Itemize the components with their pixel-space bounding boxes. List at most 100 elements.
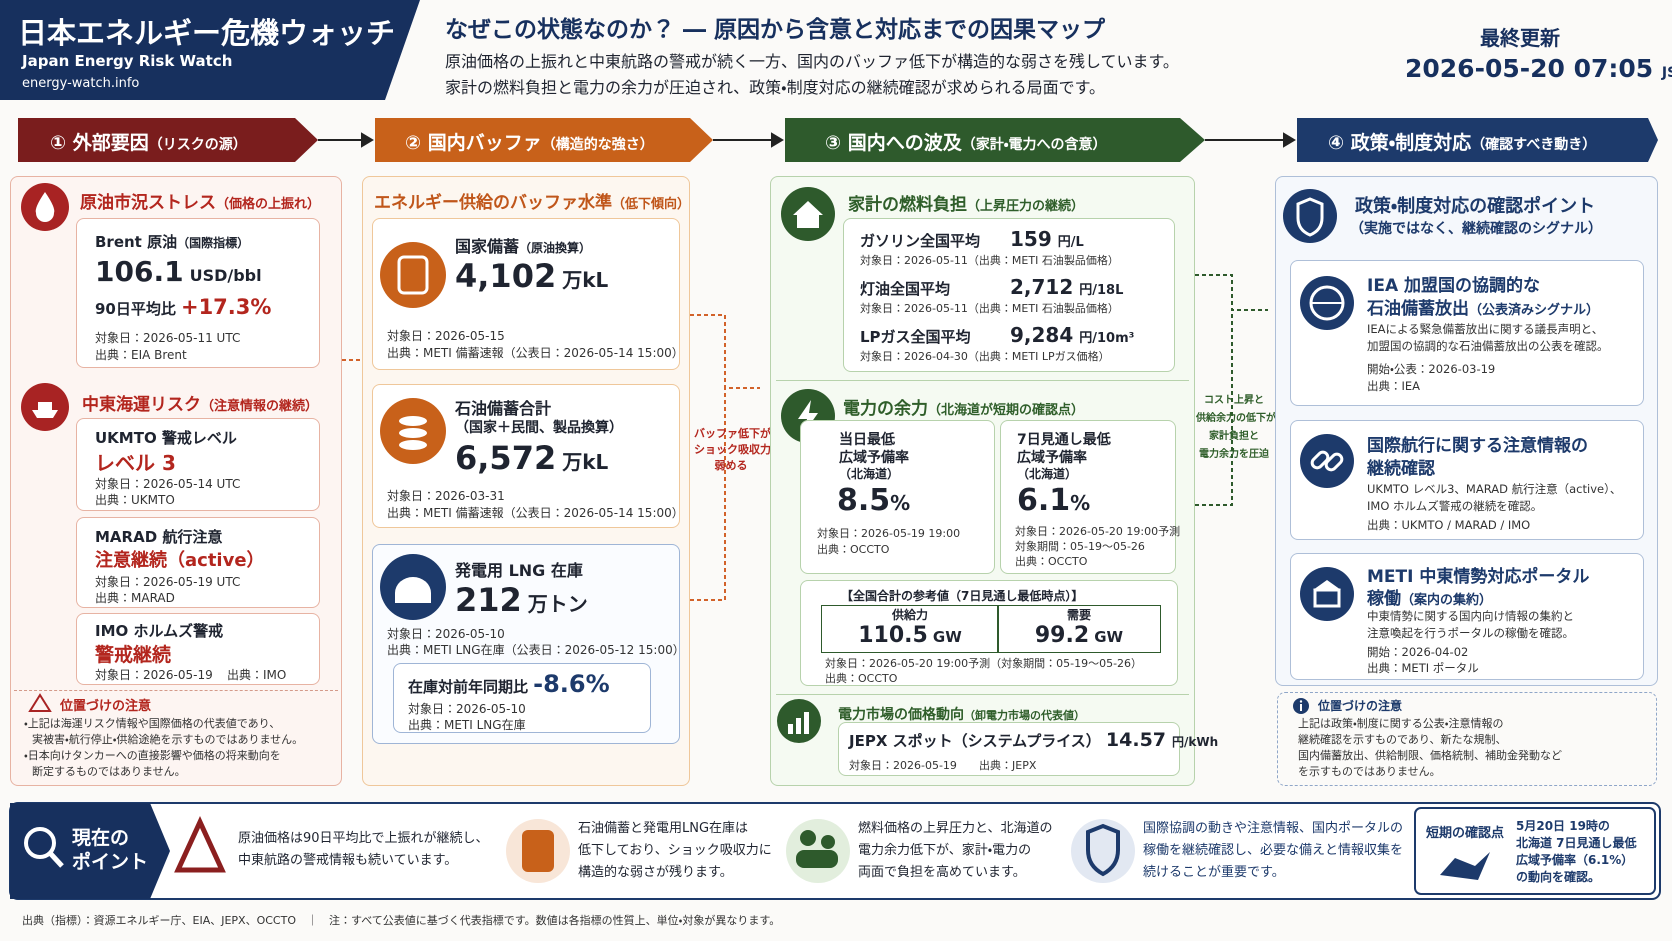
price-row: 灯油全国平均 2,712 円/18L [860,275,1123,299]
yoy-value: -8.6% [533,670,610,698]
status: 注意継続（active） [95,550,265,571]
note: （低下傾向） [612,197,691,212]
value-row: 6.1% [1017,483,1090,518]
item-title: 国際航行に関する注意情報の [1367,436,1588,456]
step: ③ 国内への波及（家計・電力への含意） [825,128,1107,155]
value: 9,284 [1010,323,1074,347]
globe-icon [1300,276,1354,330]
title: エネルギー供給のバッファ水準 [374,193,612,213]
title: 電力市場の価格動向 [838,707,964,723]
source: 出典：UKMTO / MARAD / IMO [1367,518,1531,532]
desc: IMO ホルムズ警戒の継続を確認。 [1367,499,1543,513]
caution-line: 国内備蓄放出、供給制限、価格統制、補助金発動など [1298,749,1562,762]
price-row: LPガス全国平均 9,284 円/10m³ [860,323,1134,347]
date: 対象日：2026-05-19 19:00 [817,527,961,540]
date: 対象日：2026-05-19 UTC [95,575,241,589]
buffer-card: 国家備蓄（原油換算） 4,102 万kL 対象日：2026-05-15 出典：ME… [372,218,684,370]
name: IMO ホルムズ警戒 [95,622,224,640]
date: 対象日：2026-05-19 [95,668,213,682]
policy-card: IEA 加盟国の協調的な 石油備蓄放出（公表済みシグナル） IEAによる緊急備蓄… [1290,260,1644,406]
desc: IEAによる緊急備蓄放出に関する議長声明と、 [1367,322,1604,336]
source: 出典：EIA Brent [95,348,187,362]
reference-box: 【全国合計の参考値（7日見通し最低時点）】 供給力 110.5 GW 需要 99.2… [800,580,1178,686]
unit: 万トン [527,592,588,616]
unit: 円/kWh [1172,735,1219,749]
market-row: JEPX スポット（システムプライス） 14.57 円/kWh [849,729,1218,751]
summary-point: 国際協調の動きや注意情報、国内ポータルの 稼働を継続確認し、必要な備えと情報収集を… [1143,818,1403,884]
step-label: 外部要因 [72,132,149,154]
value-row: 4,102 万kL [455,257,608,295]
step-number: ④ [1328,132,1345,154]
label: 広域予備率 [839,450,909,466]
date: 対象日：2026-05-10 [408,702,526,716]
caution-line: を示すものではありません。 [1298,765,1441,778]
lng-card: 発電用 LNG 在庫 212 万トン 対象日：2026-05-10 出典：METI… [372,544,685,744]
supply-label: 供給力 [891,608,928,622]
check: 5月20日 19時の 北海道 7日見通し最低 広域予備率（6.1%） の動向を確認。 [1516,818,1637,886]
site-url: energy-watch.info [22,76,140,91]
check-line: 広域予備率（6.1%） [1516,853,1634,867]
note: （注意情報の継続） [201,399,319,414]
reference-title: 【全国合計の参考値（7日見通し最低時点）】 [841,589,1084,603]
date: 対象日：2026-05-15 [387,329,505,343]
title: 原油市況ストレス [80,193,216,213]
item-title-line: 石油備蓄放出 [1367,299,1469,319]
point-line: 原油価格は90日平均比で上振れが継続し、 [238,831,489,846]
caution-line: 断定するものではありません。 [32,765,186,778]
date: 対象日：2026-05-10 [387,627,505,641]
step-number: ① [50,132,67,154]
point-line: 稼働を継続確認し、必要な備えと情報収集を [1143,843,1404,858]
caution-line: ・上記は海運リスク情報や国際価格の代表値であり、 [24,717,281,730]
item-title: 石油備蓄放出（公表済みシグナル） [1367,294,1599,319]
source: 出典：IEA [1367,379,1421,393]
value: 8.5 [837,483,891,518]
caution-title: 位置づけの注意 [1318,699,1403,713]
point-line: 両面で負担を高めています。 [858,865,1026,880]
shipping-card: MARAD 航行注意 注意継続（active） 対象日：2026-05-19 U… [76,517,320,608]
desc: 加盟国の協調的な石油備蓄放出の公表を確認。 [1367,339,1609,353]
arrow-note-line: コスト上昇と [1204,395,1264,406]
label: （北海道） [1017,467,1078,481]
shipping-card: UKMTO 警戒レベル レベル 3 対象日：2026-05-14 UTC 出典：… [76,418,320,511]
date: 対象日：2026-05-11（出典：METI 石油製品価格） [860,302,1119,315]
source: 出典：METI LNG在庫（公表日：2026-05-12 15:00） [387,643,685,657]
name: UKMTO 警戒レベル [95,429,237,447]
item-title-note: （公表済みシグナル） [1469,303,1600,318]
value: 4,102 [455,257,557,295]
point-line: 中東航路の警戒情報も続いています。 [238,853,458,868]
demand: 需要 99.2 GW [997,605,1161,653]
source: 出典：METI 備蓄速報（公表日：2026-05-14 15:00） [387,346,684,360]
ship-icon [21,383,69,431]
check-line: の動向を確認。 [1516,870,1601,884]
site-title: 日本エネルギー危機ウォッチ [18,16,396,50]
title: 中東海運リスク [82,395,201,415]
caution-line: 継続確認を示すものであり、新たな規制、 [1298,733,1507,746]
step-number: ③ [825,132,842,154]
name: 発電用 LNG 在庫 [455,561,583,580]
label: 広域予備率 [1017,450,1087,466]
site-subtitle: Japan Energy Risk Watch [22,52,233,70]
shipping-title: 中東海運リスク（注意情報の継続） [82,390,318,415]
market-card: JEPX スポット（システムプライス） 14.57 円/kWh 対象日：2026-… [838,722,1218,776]
compare-row: 90日平均比 +17.3% [95,295,271,319]
desc: UKMTO レベル3、MARAD 航行注意（active）、 [1367,482,1622,496]
value: 106.1 [95,255,184,288]
value-row: 8.5% [837,483,910,518]
arrow-note: コスト上昇と 供給余力の低下が 家計負担と 電力余力を圧迫 [1196,392,1276,464]
desc: 中東情勢に関する国内向け情報の集約と [1367,609,1574,623]
source: 出典：MARAD [95,591,175,605]
buffer-card: 石油備蓄合計 （国家＋民間、製品換算） 6,572 万kL 対象日：2026-03… [372,384,684,528]
demand-unit: GW [1094,628,1124,646]
policy-title: 政策・制度対応の確認ポイント [1355,196,1596,217]
name: Brent 原油 [95,233,178,251]
date: 開始・公表：2026-03-19 [1367,362,1496,376]
value-row: 212 万トン [455,581,588,619]
reserve-box: 当日最低 広域予備率 （北海道） 8.5% 対象日：2026-05-19 19:… [800,420,995,574]
summary-point: 燃料価格の上昇圧力と、北海道の 電力余力低下が、家計・電力の 両面で負担を高めていま… [858,818,1052,884]
point-line: 構造的な弱さが残ります。 [578,865,733,880]
reserve-icon [380,398,446,464]
step: ① 外部要因（リスクの源） [50,128,247,155]
step: ② 国内バッファ（構造的な強さ） [405,128,654,155]
desc: 注意喚起を行うポータルの稼働を確認。 [1367,626,1574,640]
